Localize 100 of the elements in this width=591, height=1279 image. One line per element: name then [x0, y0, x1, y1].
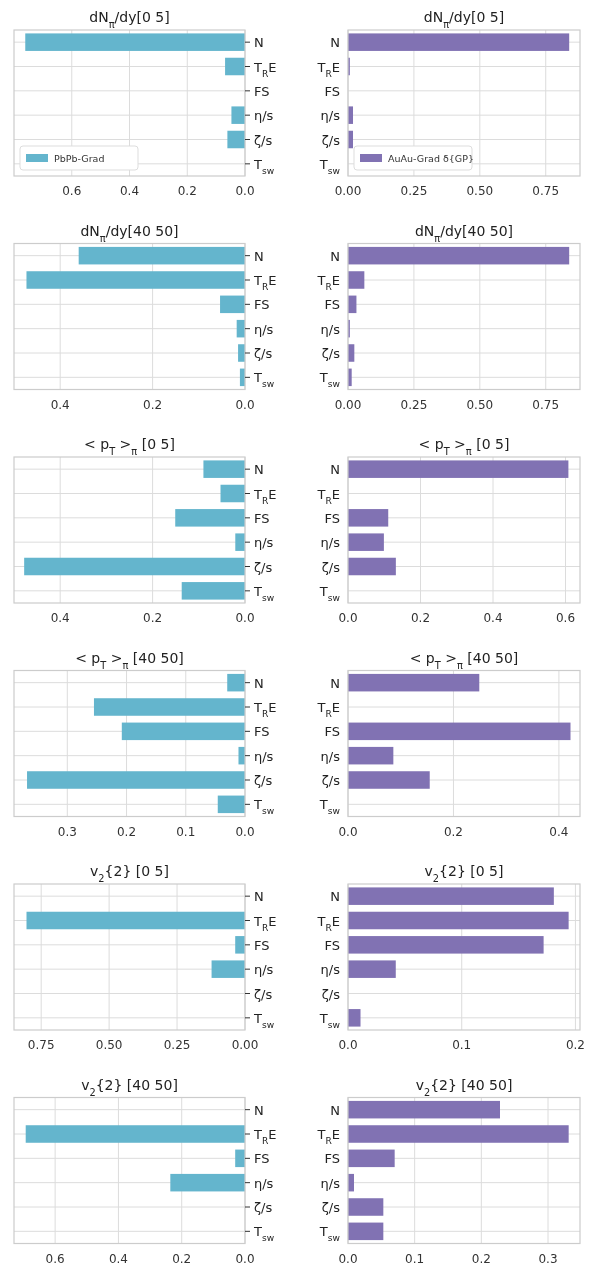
chart-title: dN$_{π}$/dy[0 5] — [89, 9, 170, 30]
chart-title: < p$_{T}$ >$_{π}$ [0 5] — [418, 436, 510, 457]
legend-label: AuAu-Grad δ{GP} — [388, 153, 474, 164]
y-tick-label: ζ/s — [254, 559, 273, 575]
x-tick-label: 0.50 — [466, 184, 494, 198]
y-tick-label: ζ/s — [321, 773, 341, 788]
x-tick-label: 0.4 — [108, 1251, 128, 1266]
x-tick-label: 0.50 — [95, 1038, 123, 1052]
y-tick-label: T$_{R}$E — [253, 700, 277, 719]
x-tick-label: 0.2 — [410, 611, 431, 625]
y-tick-label: ζ/s — [254, 132, 273, 148]
chart-title: dN$_{π}$/dy[40 50] — [80, 222, 179, 243]
y-tick-label: ζ/s — [321, 132, 341, 148]
y-tick-label: FS — [324, 83, 340, 99]
x-tick-label: 0.3 — [538, 1251, 558, 1266]
y-tick-label: T$_{R}$E — [253, 913, 277, 933]
legend-label: PbPb-Grad — [54, 153, 105, 164]
y-tick-label: T$_{R}$E — [316, 273, 340, 292]
y-tick-label: ζ/s — [321, 1200, 341, 1215]
x-tick-label: 0.75 — [27, 1038, 55, 1052]
y-tick-label: η/s — [254, 321, 274, 337]
x-tick-label: 0.0 — [338, 1038, 358, 1052]
y-tick-label: T$_{sw}$ — [318, 797, 341, 817]
y-tick-label: T$_{sw}$ — [253, 1010, 275, 1030]
x-tick-label: 0.2 — [471, 1251, 491, 1266]
y-tick-label: N — [254, 462, 264, 478]
chart-title: < p$_{T}$ >$_{π}$ [40 50] — [75, 649, 184, 670]
y-tick-label: T$_{R}$E — [253, 59, 277, 79]
y-tick-label: T$_{sw}$ — [318, 156, 341, 176]
x-tick-label: 0.4 — [483, 611, 503, 625]
y-tick-label: FS — [254, 1151, 270, 1167]
chart-title: < p$_{T}$ >$_{π}$ [0 5] — [84, 436, 175, 457]
y-tick-label: N — [330, 462, 340, 478]
y-tick-label: N — [330, 248, 340, 264]
y-tick-label: ζ/s — [254, 986, 273, 1002]
x-tick-label: 0.25 — [400, 184, 428, 198]
y-tick-label: N — [330, 675, 340, 691]
x-tick-label: 0.25 — [163, 1038, 191, 1052]
y-tick-label: T$_{sw}$ — [253, 797, 275, 817]
y-tick-label: ζ/s — [254, 1200, 273, 1215]
y-tick-label: η/s — [320, 535, 341, 551]
x-tick-label: 0.4 — [119, 184, 140, 198]
x-tick-label: 0.4 — [549, 824, 569, 839]
y-tick-label: ζ/s — [254, 773, 273, 788]
x-tick-label: 0.00 — [231, 1038, 259, 1052]
x-tick-label: 0.2 — [116, 824, 137, 839]
y-tick-label: FS — [254, 724, 270, 740]
x-tick-label: 0.0 — [235, 184, 255, 198]
y-tick-label: T$_{sw}$ — [318, 1010, 341, 1030]
y-tick-label: FS — [324, 510, 340, 526]
x-tick-label: 0.0 — [235, 397, 255, 412]
x-tick-label: 0.1 — [452, 1038, 472, 1052]
x-tick-label: 0.6 — [62, 184, 82, 198]
x-tick-label: 0.2 — [177, 184, 197, 198]
x-tick-label: 0.1 — [176, 824, 196, 839]
y-tick-label: η/s — [320, 321, 341, 337]
y-tick-label: η/s — [254, 962, 274, 978]
y-tick-label: T$_{sw}$ — [253, 370, 275, 390]
chart-title: dN$_{π}$/dy[40 50] — [414, 222, 514, 243]
y-tick-label: η/s — [254, 108, 274, 124]
x-tick-label: 0.2 — [565, 1038, 585, 1052]
y-tick-label: FS — [254, 937, 270, 953]
y-tick-label: T$_{sw}$ — [318, 583, 341, 603]
y-tick-label: η/s — [320, 108, 341, 124]
chart-title: v$_{2}${2} [0 5] — [90, 863, 169, 884]
chart-title: v$_{2}${2} [40 50] — [81, 1076, 178, 1097]
x-tick-label: 0.2 — [143, 397, 163, 412]
y-tick-label: FS — [254, 83, 270, 99]
x-tick-label: 0.00 — [334, 184, 362, 198]
y-tick-label: η/s — [320, 962, 341, 978]
x-tick-label: 0.2 — [143, 611, 163, 625]
x-tick-label: 0.0 — [338, 611, 358, 625]
x-tick-label: 0.00 — [334, 397, 362, 412]
y-tick-label: FS — [254, 510, 270, 526]
y-tick-label: FS — [254, 297, 270, 313]
y-tick-label: T$_{R}$E — [316, 913, 340, 933]
y-tick-label: ζ/s — [254, 346, 273, 361]
y-tick-label: FS — [324, 724, 340, 740]
y-tick-label: T$_{R}$E — [316, 1127, 340, 1146]
y-tick-label: N — [330, 1102, 340, 1118]
x-tick-label: 0.0 — [235, 824, 255, 839]
y-tick-label: FS — [324, 1151, 340, 1167]
y-tick-label: η/s — [254, 535, 274, 551]
x-tick-label: 0.4 — [50, 611, 70, 625]
y-tick-label: N — [254, 248, 264, 264]
y-tick-label: ζ/s — [321, 559, 341, 575]
y-tick-label: N — [254, 35, 264, 51]
x-tick-label: 0.0 — [338, 1251, 358, 1266]
y-tick-label: T$_{sw}$ — [253, 583, 275, 603]
x-tick-label: 0.75 — [532, 184, 560, 198]
x-tick-label: 0.6 — [45, 1251, 65, 1266]
chart-title: dN$_{π}$/dy[0 5] — [423, 9, 505, 30]
y-tick-label: η/s — [254, 748, 274, 764]
chart-title: v$_{2}${2} [0 5] — [424, 863, 504, 884]
chart-title: v$_{2}${2} [40 50] — [415, 1076, 513, 1097]
x-tick-label: 0.1 — [405, 1251, 425, 1266]
y-tick-label: ζ/s — [321, 986, 341, 1002]
y-tick-label: η/s — [254, 1175, 274, 1191]
y-tick-label: T$_{sw}$ — [253, 156, 275, 176]
x-tick-label: 0.0 — [235, 1251, 255, 1266]
